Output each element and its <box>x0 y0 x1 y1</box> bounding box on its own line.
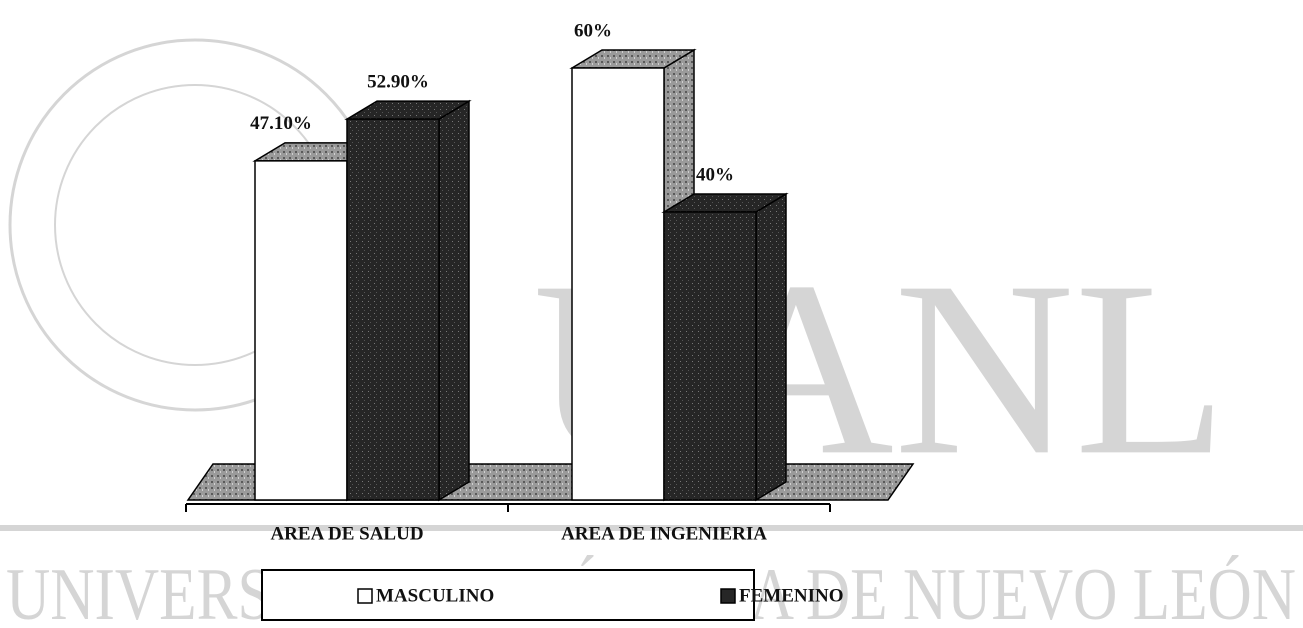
watermark-bar <box>0 525 1303 531</box>
plot-area: AREA DE SALUD 47.10% 52.90% AREA DE INGENIE… <box>185 20 915 544</box>
bar-front <box>254 160 348 501</box>
legend-label: MASCULINO <box>376 585 494 606</box>
value-label: 47.10% <box>250 113 312 134</box>
bar-front <box>346 118 440 501</box>
x-tick-label: AREA DE INGENIERIA <box>561 523 767 544</box>
bar-front <box>663 211 757 501</box>
legend-label: FEMENINO <box>739 585 844 606</box>
value-label: 60% <box>574 20 612 41</box>
bar <box>344 99 472 502</box>
x-tick-label: AREA DE SALUD <box>270 523 423 544</box>
bar-front <box>571 67 665 501</box>
value-label: 52.90% <box>367 71 429 92</box>
bar-side <box>438 99 470 502</box>
value-label: 40% <box>696 164 734 185</box>
legend-swatch <box>720 588 736 604</box>
bar-side <box>755 192 787 502</box>
legend-swatch <box>357 588 373 604</box>
bar <box>661 192 789 502</box>
legend-box <box>261 569 755 621</box>
